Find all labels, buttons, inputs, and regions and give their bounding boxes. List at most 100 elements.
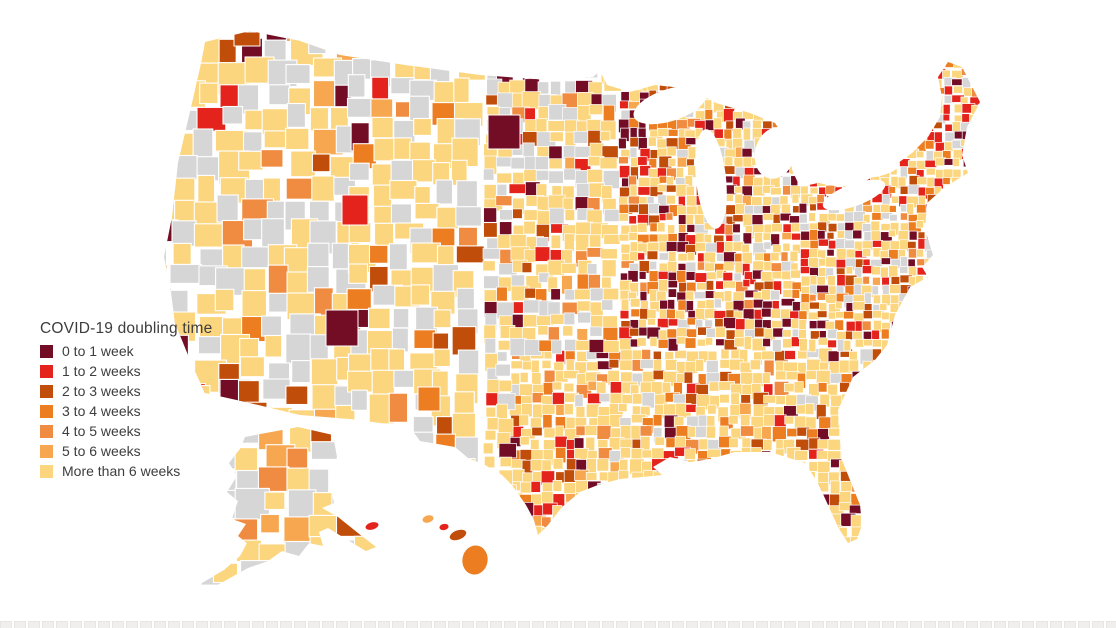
county	[894, 427, 905, 440]
county	[981, 23, 989, 33]
county	[960, 420, 972, 434]
county	[551, 31, 568, 42]
county	[548, 170, 564, 184]
county	[511, 562, 529, 571]
county	[944, 231, 953, 241]
county	[826, 69, 841, 82]
county	[969, 122, 978, 135]
county	[742, 44, 753, 59]
county	[619, 338, 633, 351]
county	[791, 72, 801, 85]
county	[509, 15, 525, 25]
county	[979, 446, 980, 456]
county	[944, 59, 956, 68]
county	[745, 565, 756, 572]
county	[862, 310, 874, 320]
county	[972, 573, 979, 586]
county	[683, 513, 698, 523]
county	[981, 141, 992, 149]
county	[818, 526, 833, 542]
county	[761, 450, 771, 466]
strip-cell	[126, 621, 138, 628]
county	[927, 564, 938, 573]
county	[808, 338, 817, 353]
county	[953, 85, 963, 94]
county	[620, 60, 629, 69]
county	[934, 346, 943, 358]
county	[498, 585, 514, 600]
county	[933, 374, 941, 382]
county	[908, 337, 923, 352]
county	[619, 568, 633, 576]
county	[871, 416, 884, 433]
county	[175, 41, 204, 60]
county	[952, 230, 961, 240]
county	[837, 175, 850, 188]
county	[960, 483, 973, 494]
county	[668, 555, 679, 564]
county	[603, 78, 622, 92]
strip-cell	[742, 621, 754, 628]
county	[943, 266, 955, 280]
county	[562, 325, 574, 337]
county	[846, 563, 854, 570]
county	[952, 265, 962, 276]
county	[926, 267, 940, 276]
county	[952, 248, 961, 260]
county	[837, 122, 848, 136]
county	[743, 336, 752, 350]
county	[772, 504, 784, 516]
county	[484, 337, 497, 354]
county	[392, 307, 410, 329]
county	[853, 590, 863, 600]
county	[751, 214, 764, 226]
county	[952, 428, 961, 439]
county	[870, 132, 884, 141]
county	[925, 167, 936, 176]
county	[943, 186, 958, 196]
county	[618, 502, 630, 515]
county	[889, 51, 898, 62]
county	[879, 303, 888, 311]
county	[510, 372, 520, 386]
county	[619, 31, 632, 34]
strip-cell	[1022, 621, 1034, 628]
county	[550, 288, 561, 301]
county	[772, 120, 787, 128]
county	[916, 351, 929, 368]
county	[871, 285, 879, 296]
county	[543, 369, 556, 384]
county	[970, 175, 980, 186]
county	[873, 122, 883, 134]
county	[687, 53, 702, 67]
county	[809, 96, 823, 107]
county	[909, 294, 922, 304]
county	[705, 31, 718, 34]
county	[755, 584, 765, 596]
county	[907, 104, 917, 113]
strip-cell	[364, 621, 376, 628]
county	[525, 31, 537, 49]
county	[916, 320, 924, 332]
county	[978, 302, 980, 317]
county	[216, 194, 239, 223]
county	[917, 76, 925, 85]
county	[790, 44, 800, 55]
county	[672, 393, 688, 404]
county	[981, 122, 988, 129]
county	[199, 31, 224, 39]
county	[944, 537, 954, 543]
county	[792, 595, 802, 600]
county	[961, 294, 975, 307]
county	[703, 72, 718, 84]
county	[962, 42, 973, 54]
county	[934, 509, 946, 519]
strip-cell	[1064, 621, 1076, 628]
county	[897, 132, 909, 146]
county	[685, 43, 695, 55]
county	[457, 478, 475, 507]
county	[674, 524, 687, 539]
county	[575, 525, 588, 541]
county	[694, 576, 707, 583]
county	[639, 576, 648, 583]
